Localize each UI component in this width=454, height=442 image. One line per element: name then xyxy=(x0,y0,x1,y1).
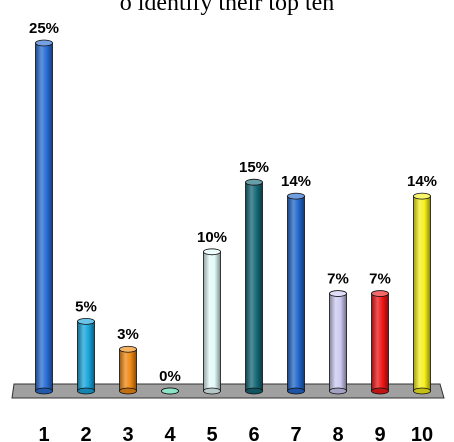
bar-7 xyxy=(287,192,305,395)
category-label-4: 4 xyxy=(164,424,176,442)
category-label-10: 10 xyxy=(411,424,433,442)
category-label-2: 2 xyxy=(80,424,91,442)
value-label-9: 7% xyxy=(369,271,391,288)
value-label-4: 0% xyxy=(159,368,181,385)
value-label-6: 15% xyxy=(239,159,269,176)
value-label-8: 7% xyxy=(327,271,349,288)
bar-9 xyxy=(371,290,389,395)
value-label-10: 14% xyxy=(407,173,437,190)
value-label-3: 3% xyxy=(117,326,139,343)
bar-5 xyxy=(203,248,221,395)
value-label-2: 5% xyxy=(75,298,97,315)
category-label-3: 3 xyxy=(122,424,133,442)
chart-title-fragment: o identify their top ten xyxy=(119,0,335,16)
bar-1 xyxy=(35,39,53,395)
bar-3 xyxy=(119,345,137,395)
bar-8 xyxy=(329,290,347,395)
category-label-6: 6 xyxy=(248,424,259,442)
bar-4 xyxy=(161,387,179,395)
category-label-9: 9 xyxy=(374,424,385,442)
bar-2 xyxy=(77,317,95,395)
bar-10 xyxy=(413,192,431,395)
category-label-1: 1 xyxy=(38,424,49,442)
bar-6 xyxy=(245,178,263,395)
value-label-7: 14% xyxy=(281,173,311,190)
value-label-5: 10% xyxy=(197,229,227,246)
category-label-7: 7 xyxy=(290,424,301,442)
category-label-8: 8 xyxy=(332,424,343,442)
category-label-5: 5 xyxy=(206,424,217,442)
value-label-1: 25% xyxy=(29,20,59,37)
